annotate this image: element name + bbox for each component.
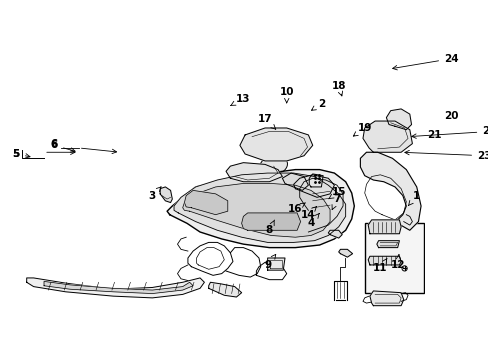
Polygon shape: [241, 213, 300, 230]
Text: 12: 12: [389, 254, 404, 270]
Polygon shape: [184, 190, 227, 215]
Polygon shape: [240, 128, 312, 161]
Text: 17: 17: [257, 114, 275, 129]
Ellipse shape: [260, 156, 287, 175]
Polygon shape: [267, 258, 285, 270]
Text: 3: 3: [148, 187, 161, 201]
Text: 21: 21: [426, 130, 440, 140]
Bar: [364, 223, 423, 293]
Polygon shape: [362, 121, 411, 152]
Text: 8: 8: [265, 220, 274, 235]
Text: 2: 2: [311, 99, 325, 110]
Polygon shape: [174, 173, 345, 242]
Polygon shape: [386, 109, 411, 130]
Text: 19: 19: [353, 123, 371, 136]
Text: 11: 11: [372, 258, 387, 273]
Text: 6: 6: [51, 140, 75, 152]
Polygon shape: [183, 184, 329, 237]
Text: 16: 16: [287, 203, 305, 215]
Polygon shape: [282, 173, 308, 190]
Polygon shape: [367, 220, 400, 234]
Text: 13: 13: [230, 94, 250, 105]
Polygon shape: [376, 241, 399, 248]
Polygon shape: [308, 174, 323, 187]
Text: 4: 4: [306, 213, 319, 228]
Text: 5: 5: [13, 149, 30, 159]
Polygon shape: [44, 282, 193, 293]
Text: 7: 7: [331, 194, 340, 210]
Polygon shape: [27, 278, 204, 298]
Polygon shape: [293, 175, 334, 197]
Text: 22: 22: [411, 126, 488, 138]
Polygon shape: [338, 249, 352, 257]
Polygon shape: [367, 256, 400, 265]
Polygon shape: [167, 170, 354, 248]
Polygon shape: [360, 152, 420, 230]
Text: 6: 6: [51, 139, 58, 149]
Text: 24: 24: [392, 54, 458, 70]
Polygon shape: [208, 282, 241, 297]
Polygon shape: [369, 291, 403, 306]
Polygon shape: [327, 230, 342, 238]
Text: 9: 9: [264, 255, 275, 270]
Polygon shape: [225, 163, 282, 182]
Text: 20: 20: [443, 111, 458, 121]
Polygon shape: [160, 187, 172, 203]
Text: 15: 15: [328, 187, 346, 199]
Text: 23: 23: [404, 150, 488, 161]
Text: 18: 18: [331, 81, 346, 96]
Text: 14: 14: [301, 207, 316, 220]
Text: 10: 10: [279, 87, 293, 103]
Text: 1: 1: [407, 190, 420, 206]
Text: 5: 5: [13, 149, 20, 159]
